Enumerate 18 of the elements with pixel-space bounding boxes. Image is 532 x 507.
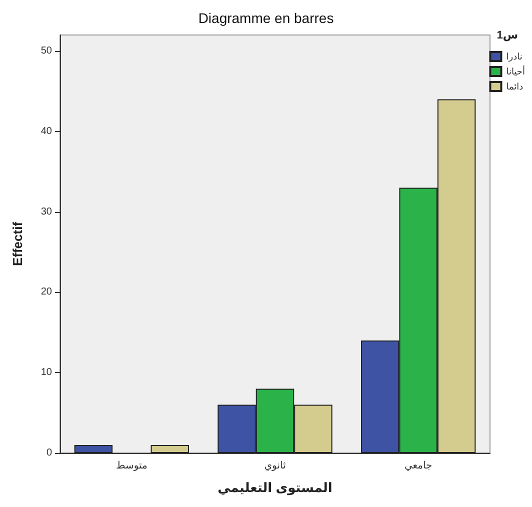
x-tick-label: جامعي: [404, 460, 432, 472]
y-tick-label: 20: [40, 286, 52, 298]
legend-label: أحيانا: [506, 66, 526, 76]
y-tick-label: 10: [40, 367, 52, 378]
chart-title: Diagramme en barres: [198, 10, 334, 26]
bar: [150, 444, 189, 453]
y-axis-title: Effectif: [10, 221, 25, 266]
y-tick-label: 0: [46, 448, 52, 458]
y-tick-label: 30: [40, 206, 52, 218]
y-tick-label: 40: [40, 126, 52, 137]
x-tick-label: ثانوي: [264, 460, 286, 472]
x-tick-label: متوسط: [116, 460, 148, 472]
x-axis-title: المستوى التعليمي: [218, 480, 332, 496]
y-tick-label: 50: [40, 46, 52, 57]
legend-label: دائما: [506, 82, 524, 92]
legend-label: نادرا: [506, 52, 522, 62]
bar: [74, 444, 113, 453]
legend-title: س1: [496, 30, 518, 42]
